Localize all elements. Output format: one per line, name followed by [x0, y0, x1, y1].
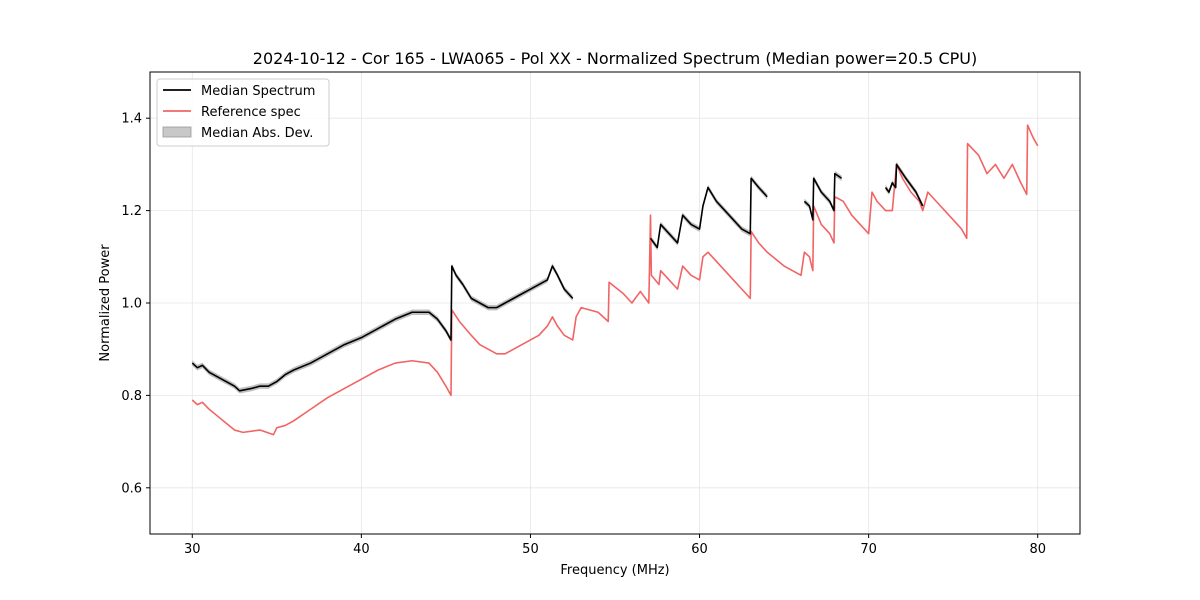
legend-reference-label: Reference spec — [201, 105, 301, 120]
median-spectrum-line — [649, 177, 768, 249]
x-tick-label: 70 — [860, 542, 877, 557]
x-tick-label: 60 — [691, 542, 708, 557]
legend: Median Spectrum Reference spec Median Ab… — [156, 78, 330, 147]
y-axis: 0.6 0.8 1.0 1.2 1.4 — [121, 112, 150, 496]
y-tick-label: 1.4 — [121, 112, 142, 127]
y-tick-label: 1.0 — [121, 297, 142, 312]
x-tick-label: 50 — [522, 542, 539, 557]
x-axis: 30 40 50 60 70 80 — [184, 534, 1046, 557]
legend-median-label: Median Spectrum — [201, 84, 315, 99]
y-tick-label: 1.2 — [121, 204, 142, 219]
mad-band-segment — [885, 161, 923, 209]
legend-mad-label: Median Abs. Dev. — [201, 126, 313, 141]
median-spectrum-line — [191, 265, 574, 392]
chart-title: 2024-10-12 - Cor 165 - LWA065 - Pol XX -… — [253, 49, 977, 68]
median-spectrum-line — [803, 172, 843, 221]
x-axis-label: Frequency (MHz) — [560, 563, 669, 578]
legend-mad-swatch — [162, 126, 192, 138]
series-lines — [191, 124, 1039, 436]
y-tick-label: 0.6 — [121, 481, 142, 496]
y-tick-label: 0.8 — [121, 389, 142, 404]
x-tick-label: 30 — [184, 542, 201, 557]
x-tick-label: 40 — [353, 542, 370, 557]
reference-spec-line — [191, 124, 1039, 436]
legend-box — [156, 78, 330, 147]
x-tick-label: 80 — [1029, 542, 1046, 557]
y-axis-label: Normalized Power — [98, 244, 113, 362]
grid — [150, 72, 1080, 534]
mad-band-segment — [192, 263, 573, 394]
median-spectrum-line — [884, 163, 924, 207]
